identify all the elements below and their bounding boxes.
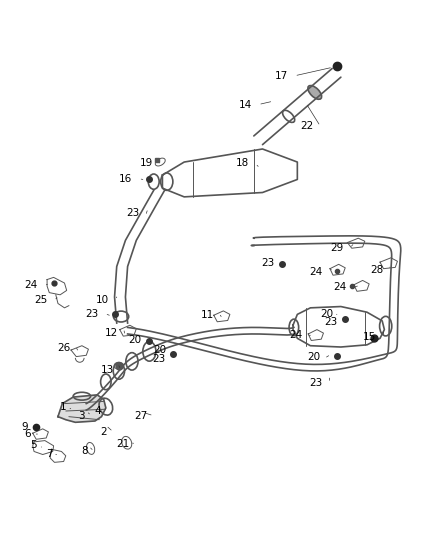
Text: 14: 14 [238, 100, 252, 110]
Text: 1: 1 [60, 402, 67, 412]
Text: 20: 20 [153, 345, 166, 355]
Text: 28: 28 [370, 265, 384, 275]
Text: 24: 24 [24, 280, 37, 290]
Text: 10: 10 [96, 295, 110, 305]
Text: 24: 24 [309, 266, 322, 277]
Text: 16: 16 [119, 174, 132, 183]
Text: 12: 12 [105, 328, 118, 338]
Text: 23: 23 [127, 208, 140, 219]
Text: 19: 19 [140, 158, 153, 168]
Text: 4: 4 [94, 407, 101, 416]
Text: 24: 24 [290, 330, 303, 340]
Text: 3: 3 [78, 411, 85, 421]
Text: 20: 20 [307, 352, 320, 362]
Text: 6: 6 [25, 429, 31, 439]
Text: 8: 8 [81, 447, 88, 456]
Text: 23: 23 [153, 354, 166, 364]
Text: 23: 23 [261, 258, 275, 268]
Text: 17: 17 [275, 71, 288, 81]
Polygon shape [58, 395, 106, 422]
Text: 23: 23 [309, 378, 322, 388]
Text: 13: 13 [101, 365, 115, 375]
Text: 29: 29 [330, 243, 343, 253]
Text: 27: 27 [134, 411, 147, 421]
Text: 5: 5 [31, 440, 37, 450]
Text: 9: 9 [22, 422, 28, 432]
Text: 11: 11 [201, 310, 214, 320]
Text: 23: 23 [324, 317, 337, 327]
Text: 22: 22 [300, 122, 314, 131]
Text: 21: 21 [117, 439, 130, 449]
Ellipse shape [308, 85, 321, 99]
Text: 23: 23 [85, 309, 98, 319]
Text: 20: 20 [128, 335, 141, 345]
Text: 7: 7 [46, 449, 53, 458]
Text: 18: 18 [235, 158, 249, 168]
Text: 20: 20 [320, 309, 333, 319]
Text: 26: 26 [57, 343, 70, 353]
Text: 15: 15 [363, 332, 377, 342]
Text: 24: 24 [333, 282, 346, 293]
Text: 25: 25 [34, 295, 47, 305]
Text: 2: 2 [100, 427, 107, 437]
